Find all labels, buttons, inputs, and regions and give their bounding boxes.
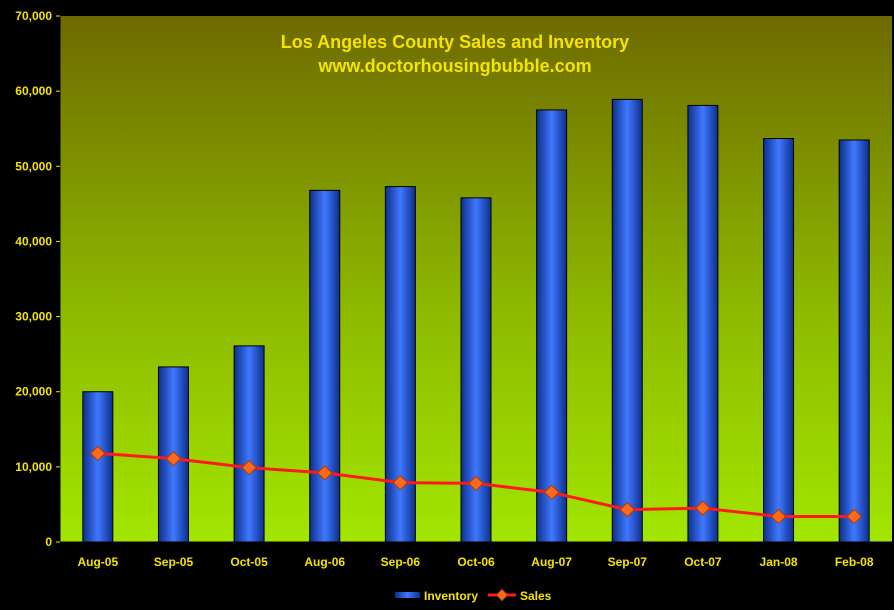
x-tick-label: Oct-06 bbox=[457, 555, 495, 569]
y-tick-label: 0 bbox=[45, 535, 52, 549]
sales-point bbox=[392, 474, 409, 491]
x-tick-label: Jan-08 bbox=[760, 555, 798, 569]
inventory-bar bbox=[611, 98, 643, 543]
x-tick-label: Sep-06 bbox=[381, 555, 421, 569]
y-tick-label: 70,000 bbox=[15, 9, 52, 23]
x-tick-label: Sep-05 bbox=[154, 555, 194, 569]
x-tick-label: Oct-07 bbox=[684, 555, 722, 569]
sales-point bbox=[543, 484, 560, 501]
y-tick-label: 50,000 bbox=[15, 159, 52, 173]
inventory-bar bbox=[309, 189, 341, 543]
x-tick-label: Aug-07 bbox=[531, 555, 572, 569]
x-tick-label: Aug-05 bbox=[77, 555, 118, 569]
x-axis: Aug-05 Sep-05 Oct-05 Aug-06 Sep-06 Oct-06 Aug-… bbox=[60, 541, 892, 569]
y-tick-label: 40,000 bbox=[15, 234, 52, 248]
sales-point bbox=[770, 508, 787, 525]
x-tick-label: Sep-07 bbox=[608, 555, 648, 569]
sales-point bbox=[619, 501, 636, 518]
y-axis: 0 10,000 20,000 30,000 40,000 50,000 60,000 70,… bbox=[15, 9, 61, 549]
legend-sales-marker bbox=[495, 588, 509, 602]
inventory-bar bbox=[82, 391, 114, 543]
sales-point bbox=[90, 445, 106, 462]
y-tick-label: 30,000 bbox=[15, 310, 52, 324]
inventory-bar bbox=[536, 109, 568, 543]
sales-point bbox=[695, 500, 711, 516]
sales-point bbox=[468, 475, 484, 492]
x-tick-label: Oct-05 bbox=[230, 555, 268, 569]
chart-title: Los Angeles County Sales and Inventory bbox=[281, 32, 629, 52]
legend-sales-label: Sales bbox=[520, 589, 552, 603]
y-tick-label: 60,000 bbox=[15, 84, 52, 98]
inventory-bar bbox=[763, 137, 795, 543]
legend: Inventory Sales bbox=[395, 588, 552, 603]
x-tick-label: Aug-06 bbox=[304, 555, 345, 569]
sales-point bbox=[241, 459, 257, 476]
x-tick-label: Feb-08 bbox=[835, 555, 874, 569]
sales-line-series bbox=[90, 445, 862, 525]
inventory-bar bbox=[838, 139, 870, 543]
y-tick-label: 20,000 bbox=[15, 385, 52, 399]
y-tick-label: 10,000 bbox=[15, 460, 52, 474]
chart-subtitle: www.doctorhousingbubble.com bbox=[317, 56, 591, 76]
inventory-bar bbox=[233, 345, 265, 543]
legend-inventory-label: Inventory bbox=[424, 589, 478, 603]
sales-point bbox=[316, 465, 333, 481]
legend-inventory-swatch bbox=[395, 592, 420, 598]
sales-point bbox=[165, 450, 182, 467]
inventory-bar bbox=[687, 104, 719, 543]
sales-point bbox=[846, 508, 862, 525]
